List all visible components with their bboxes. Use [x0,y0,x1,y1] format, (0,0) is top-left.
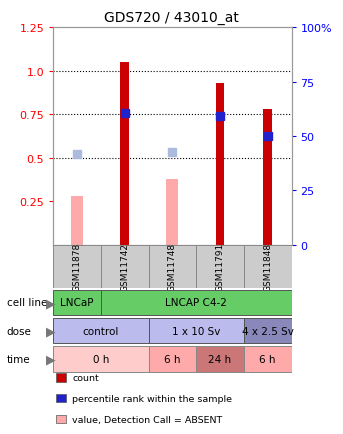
Text: GSM11878: GSM11878 [72,242,82,292]
Bar [101,290,292,316]
Text: 24 h: 24 h [209,354,232,364]
Text: GSM11748: GSM11748 [168,243,177,291]
Bar [56,415,66,424]
Bar [263,110,272,245]
Bar [56,394,66,403]
Bar [101,245,149,289]
Bar [216,84,224,245]
Bar [244,245,292,289]
Bar [53,318,149,344]
Text: ▶: ▶ [46,296,56,309]
Bar [149,318,244,344]
Text: 0 h: 0 h [93,354,109,364]
Bar [71,197,83,245]
Text: cell line: cell line [7,298,47,308]
Text: 6 h: 6 h [164,354,181,364]
Bar [244,346,292,372]
Bar [244,318,292,344]
Text: ▶: ▶ [46,353,56,365]
Bar [120,63,129,245]
Bar [53,346,149,372]
Text: value, Detection Call = ABSENT: value, Detection Call = ABSENT [72,415,222,424]
Bar [56,373,66,382]
Bar [53,245,101,289]
Text: GSM11742: GSM11742 [120,243,129,291]
Text: 1 x 10 Sv: 1 x 10 Sv [172,326,221,336]
Text: ▶: ▶ [46,325,56,337]
Text: dose: dose [7,326,32,336]
Bar [196,245,244,289]
Text: 4 x 2.5 Sv: 4 x 2.5 Sv [242,326,294,336]
Text: 6 h: 6 h [259,354,276,364]
Text: GSM11791: GSM11791 [215,242,225,292]
Bar [149,245,196,289]
Bar [53,290,101,316]
Text: GSM11848: GSM11848 [263,243,272,291]
Text: percentile rank within the sample: percentile rank within the sample [72,394,232,403]
Text: LNCAP C4-2: LNCAP C4-2 [165,298,227,308]
Bar [149,346,196,372]
Text: control: control [83,326,119,336]
Text: LNCaP: LNCaP [60,298,94,308]
Text: count: count [72,373,99,382]
Text: time: time [7,354,31,364]
Text: GDS720 / 43010_at: GDS720 / 43010_at [104,11,239,25]
Bar [196,346,244,372]
Bar [166,179,178,245]
